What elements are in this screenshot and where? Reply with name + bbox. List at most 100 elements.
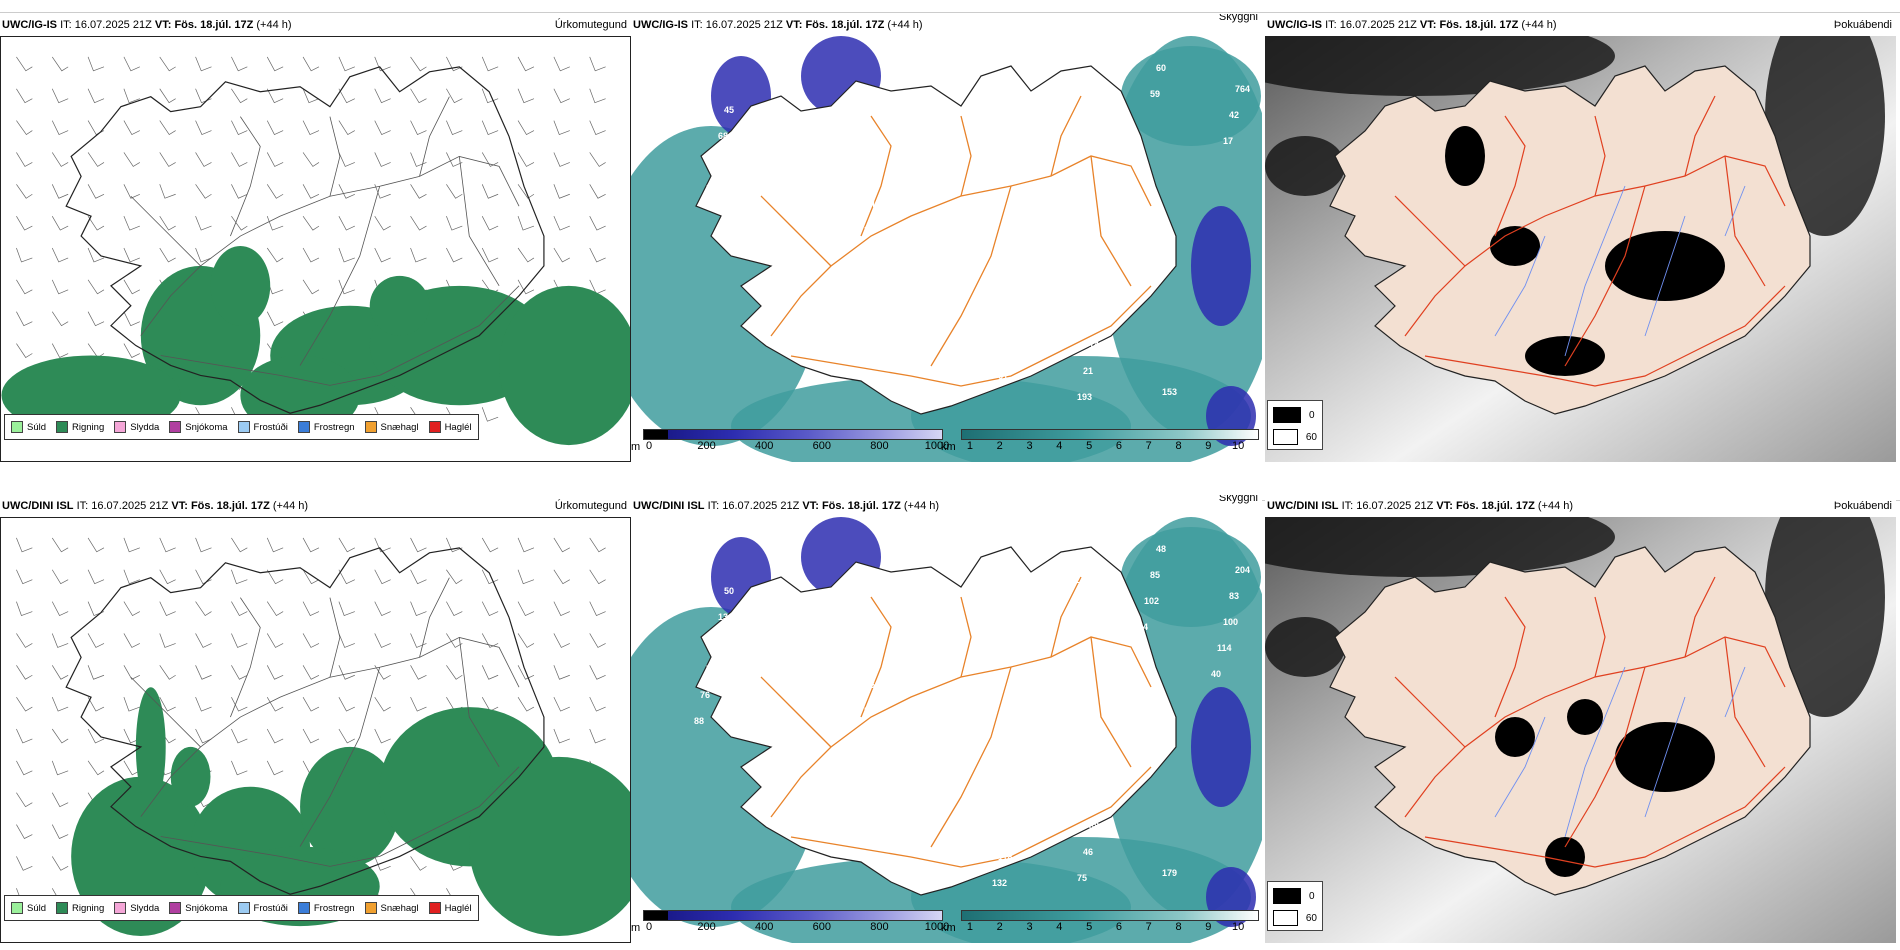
legend-label: Frostregn bbox=[313, 421, 355, 433]
road bbox=[419, 96, 450, 177]
wind-barb bbox=[374, 120, 391, 135]
wind-barb bbox=[16, 56, 33, 72]
ceiling-label: 204 bbox=[1235, 565, 1250, 575]
wind-barb bbox=[159, 215, 176, 231]
ceiling-tick: 0 bbox=[645, 440, 653, 452]
wind-barb bbox=[446, 88, 463, 104]
wind-barb bbox=[302, 56, 320, 72]
wind-barb bbox=[266, 665, 284, 680]
fog-swatch-light bbox=[1273, 910, 1298, 926]
wind-barb bbox=[87, 279, 105, 295]
wind-barb bbox=[410, 856, 427, 871]
road bbox=[1424, 285, 1786, 387]
it-value: 16.07.2025 21Z bbox=[1339, 19, 1417, 31]
wind-barb bbox=[87, 215, 105, 231]
wind-barb bbox=[123, 216, 140, 231]
ceiling-label: 179 bbox=[1162, 868, 1177, 878]
wind-barb bbox=[553, 665, 570, 680]
visibility-tick: 6 bbox=[1115, 921, 1122, 933]
wind-barb bbox=[123, 120, 140, 135]
wind-barb bbox=[481, 88, 499, 104]
ceiling-label: 546 bbox=[785, 204, 800, 214]
precip-map bbox=[0, 36, 631, 462]
wind-barb bbox=[159, 152, 176, 167]
wind-barb bbox=[410, 184, 427, 199]
fog-panel: UWC/IG-IS IT: 16.07.2025 21Z VT: Fös. 18… bbox=[1265, 14, 1896, 462]
wind-barb bbox=[589, 215, 606, 231]
wind-barb bbox=[195, 247, 212, 263]
road bbox=[790, 766, 1152, 868]
wind-barb bbox=[517, 120, 535, 136]
ceiling-label: 176 bbox=[1004, 345, 1019, 355]
wind-barb bbox=[553, 697, 570, 712]
ceiling-label: 100 bbox=[1223, 617, 1238, 627]
ceiling-label: 57 bbox=[937, 272, 947, 282]
ceiling-label: 62 bbox=[779, 711, 789, 721]
wind-barb bbox=[481, 247, 499, 263]
wind-barb bbox=[553, 56, 570, 72]
legend-swatch bbox=[237, 421, 250, 433]
ceiling-label: 60 bbox=[1156, 63, 1166, 73]
wind-barb bbox=[302, 247, 320, 263]
wind-barb bbox=[123, 601, 140, 617]
wind-barb bbox=[51, 247, 69, 263]
wind-barb bbox=[159, 569, 176, 585]
wind-barb bbox=[266, 569, 284, 585]
wind-barb bbox=[51, 56, 69, 72]
road bbox=[960, 596, 972, 678]
legend-item: Haglél bbox=[428, 421, 472, 433]
wind-barb bbox=[446, 537, 463, 553]
legend-label: Snæhagl bbox=[380, 421, 419, 433]
ceiling-label: 193 bbox=[1077, 392, 1092, 402]
road bbox=[1494, 596, 1526, 718]
wind-barb bbox=[231, 88, 248, 104]
vt-label: VT: bbox=[802, 500, 819, 512]
wind-barb bbox=[16, 215, 33, 231]
wind-barb bbox=[410, 569, 427, 585]
lead-time: (+44 h) bbox=[256, 19, 292, 31]
legend-label: Frostregn bbox=[313, 902, 355, 914]
road bbox=[1090, 636, 1132, 768]
wind-barb bbox=[481, 120, 499, 135]
panel-title: Þokuábendi bbox=[1833, 19, 1892, 31]
ceiling-label: 309 bbox=[846, 784, 861, 794]
river bbox=[1724, 185, 1746, 237]
wind-barb bbox=[87, 537, 105, 553]
wind-barb bbox=[123, 279, 140, 295]
wind-barb bbox=[123, 633, 140, 648]
legend-swatch bbox=[56, 902, 69, 914]
wind-barb bbox=[51, 760, 69, 776]
panel-title: Úrkomutegund bbox=[554, 19, 627, 31]
wind-barb bbox=[338, 279, 355, 295]
road bbox=[140, 637, 520, 817]
wind-barb bbox=[481, 184, 499, 199]
dense-fog-area bbox=[1265, 617, 1345, 677]
road bbox=[160, 766, 520, 867]
wind-barb bbox=[481, 601, 499, 616]
wind-barb bbox=[410, 152, 427, 167]
visibility-ticks: 1 2 3 4 5 6 7 8 9 10 bbox=[961, 440, 1259, 454]
road bbox=[760, 676, 832, 748]
wind-barb bbox=[266, 633, 284, 648]
ceiling-label: 101 bbox=[1016, 774, 1031, 784]
wind-barb bbox=[338, 120, 355, 136]
wind-barb bbox=[553, 601, 570, 616]
wind-barb bbox=[123, 184, 140, 199]
road bbox=[329, 116, 341, 197]
wind-barb bbox=[481, 665, 499, 680]
vt-label: VT: bbox=[154, 19, 172, 31]
legend-label: Snæhagl bbox=[380, 902, 419, 914]
wind-barb bbox=[16, 279, 33, 295]
wind-barb bbox=[231, 215, 248, 231]
legend-swatch bbox=[364, 421, 377, 433]
wind-barb bbox=[195, 633, 212, 648]
wind-barb bbox=[51, 792, 69, 808]
legend-item: Snjókoma bbox=[169, 902, 228, 914]
road bbox=[930, 666, 1012, 848]
low-visibility-area bbox=[1121, 46, 1261, 146]
wind-barb bbox=[123, 152, 141, 167]
wind-barb bbox=[302, 633, 320, 648]
visibility-tick: 8 bbox=[1175, 921, 1182, 933]
wind-barb bbox=[87, 311, 105, 327]
ceiling-label: 76 bbox=[797, 633, 807, 643]
